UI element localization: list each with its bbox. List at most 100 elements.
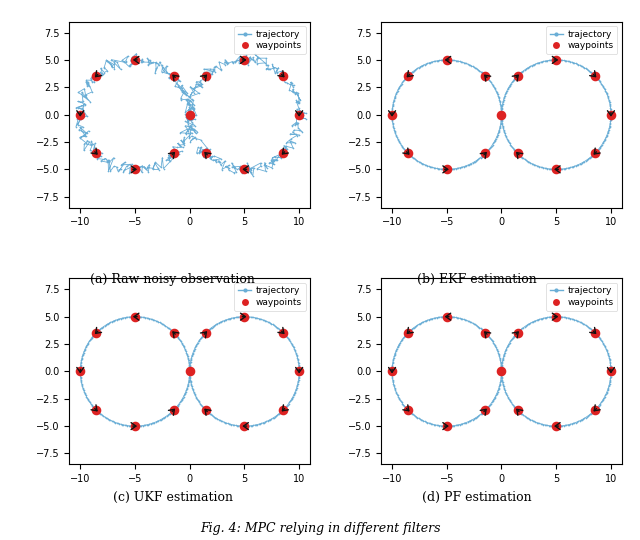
waypoints xyxy=(168,406,179,414)
waypoints xyxy=(403,328,413,337)
waypoints xyxy=(442,422,452,430)
waypoints xyxy=(91,149,101,158)
trajectory xyxy=(497,123,504,129)
waypoints xyxy=(481,328,491,337)
waypoints xyxy=(184,367,195,376)
waypoints xyxy=(130,56,140,64)
trajectory xyxy=(498,111,506,118)
waypoints xyxy=(513,72,523,80)
trajectory xyxy=(222,316,230,323)
trajectory xyxy=(184,127,192,134)
waypoints xyxy=(91,328,101,337)
trajectory xyxy=(498,369,506,376)
trajectory xyxy=(194,340,202,346)
trajectory xyxy=(500,383,508,389)
waypoints xyxy=(590,72,600,80)
waypoints xyxy=(403,149,413,158)
trajectory xyxy=(498,368,506,375)
trajectory xyxy=(132,50,140,57)
trajectory xyxy=(186,368,193,375)
waypoints xyxy=(91,72,101,80)
trajectory xyxy=(184,383,191,389)
waypoints xyxy=(168,328,179,337)
trajectory xyxy=(586,411,594,417)
waypoints xyxy=(481,406,491,414)
waypoints xyxy=(513,406,523,414)
trajectory xyxy=(534,60,542,66)
waypoints xyxy=(200,328,211,337)
Legend: trajectory, waypoints: trajectory, waypoints xyxy=(234,283,305,311)
waypoints xyxy=(278,72,288,80)
trajectory xyxy=(497,379,504,386)
waypoints xyxy=(403,406,413,414)
waypoints xyxy=(168,72,179,80)
Text: (b) EKF estimation: (b) EKF estimation xyxy=(417,273,537,286)
waypoints xyxy=(442,312,452,321)
trajectory xyxy=(131,423,138,429)
Legend: trajectory, waypoints: trajectory, waypoints xyxy=(546,283,618,311)
trajectory xyxy=(534,316,542,323)
waypoints xyxy=(590,406,600,414)
trajectory xyxy=(188,109,195,115)
waypoints xyxy=(590,328,600,337)
waypoints xyxy=(387,110,397,119)
waypoints xyxy=(513,149,523,158)
waypoints xyxy=(278,149,288,158)
Legend: trajectory, waypoints: trajectory, waypoints xyxy=(546,26,618,54)
waypoints xyxy=(481,72,491,80)
waypoints xyxy=(75,110,85,119)
waypoints xyxy=(481,149,491,158)
Line: trajectory: trajectory xyxy=(391,59,612,170)
waypoints xyxy=(130,312,140,321)
waypoints xyxy=(200,72,211,80)
waypoints xyxy=(91,406,101,414)
trajectory xyxy=(495,383,503,389)
waypoints xyxy=(239,312,250,321)
trajectory xyxy=(181,123,189,129)
trajectory xyxy=(444,313,451,320)
trajectory xyxy=(249,172,257,179)
trajectory xyxy=(223,60,231,66)
waypoints xyxy=(130,165,140,174)
waypoints xyxy=(278,328,288,337)
trajectory xyxy=(495,126,503,133)
Text: (a) Raw noisy observation: (a) Raw noisy observation xyxy=(90,273,255,286)
trajectory xyxy=(444,57,451,63)
waypoints xyxy=(551,312,561,321)
waypoints xyxy=(239,165,250,174)
waypoints xyxy=(278,406,288,414)
waypoints xyxy=(403,72,413,80)
waypoints xyxy=(387,367,397,376)
waypoints xyxy=(130,422,140,430)
waypoints xyxy=(551,56,561,64)
trajectory xyxy=(442,166,450,173)
waypoints xyxy=(606,367,616,376)
waypoints xyxy=(184,110,195,119)
trajectory xyxy=(506,340,513,346)
trajectory xyxy=(500,126,508,133)
trajectory xyxy=(275,411,282,417)
Text: (c) UKF estimation: (c) UKF estimation xyxy=(113,491,233,504)
waypoints xyxy=(239,422,250,430)
Line: trajectory: trajectory xyxy=(391,316,612,427)
waypoints xyxy=(200,149,211,158)
waypoints xyxy=(551,422,561,430)
waypoints xyxy=(551,165,561,174)
trajectory xyxy=(132,313,140,320)
trajectory xyxy=(498,113,506,119)
waypoints xyxy=(590,149,600,158)
trajectory xyxy=(189,85,196,92)
waypoints xyxy=(513,328,523,337)
trajectory xyxy=(186,369,193,376)
Line: trajectory: trajectory xyxy=(75,53,307,177)
waypoints xyxy=(442,165,452,174)
waypoints xyxy=(294,110,304,119)
trajectory xyxy=(191,126,198,133)
Legend: trajectory, waypoints: trajectory, waypoints xyxy=(234,26,305,54)
waypoints xyxy=(239,56,250,64)
Text: Fig. 4: MPC relying in different filters: Fig. 4: MPC relying in different filters xyxy=(200,522,440,535)
waypoints xyxy=(200,406,211,414)
trajectory xyxy=(586,154,594,161)
waypoints xyxy=(606,110,616,119)
waypoints xyxy=(75,367,85,376)
